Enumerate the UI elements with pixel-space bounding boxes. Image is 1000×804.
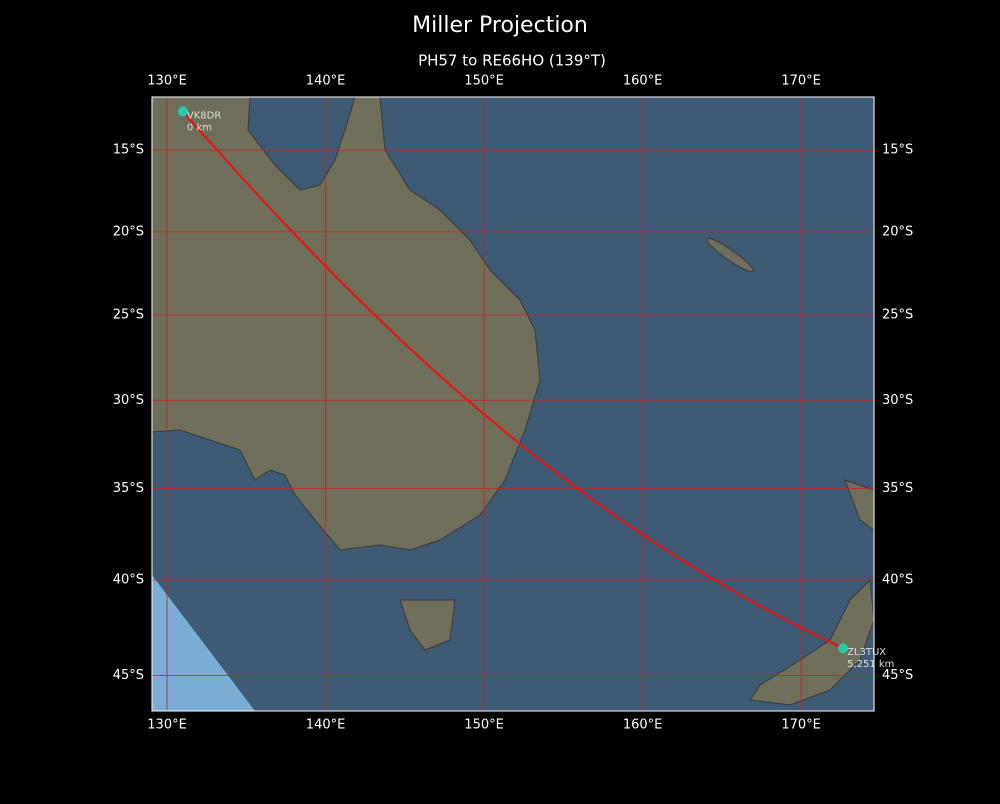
- lon-label-top: 140°E: [306, 74, 346, 89]
- lat-label-left: 35°S: [113, 481, 144, 496]
- lon-label-top: 170°E: [781, 74, 821, 89]
- lat-label-right: 40°S: [882, 572, 913, 587]
- lon-label-bottom: 150°E: [464, 718, 504, 733]
- lon-label-top: 150°E: [464, 74, 504, 89]
- lon-label-bottom: 140°E: [306, 718, 346, 733]
- station-marker: [838, 643, 849, 654]
- basemap: [152, 97, 874, 711]
- station-name: VK8DR: [187, 110, 221, 121]
- lat-label-right: 25°S: [882, 308, 913, 323]
- lat-label-right: 35°S: [882, 481, 913, 496]
- lon-label-bottom: 130°E: [147, 718, 187, 733]
- lat-label-right: 20°S: [882, 224, 913, 239]
- lat-label-left: 40°S: [113, 572, 144, 587]
- station-distance: 5,251 km: [847, 659, 894, 670]
- great-circle-path: [182, 110, 844, 650]
- tasmania: [399, 599, 456, 651]
- station-distance: 0 km: [187, 122, 212, 133]
- new-caledonia: [706, 237, 754, 273]
- subtitle: PH57 to RE66HO (139°T): [418, 52, 606, 70]
- nz-north: [844, 479, 874, 531]
- lon-label-top: 130°E: [147, 74, 187, 89]
- lon-label-bottom: 160°E: [623, 718, 663, 733]
- map-frame: [151, 96, 875, 712]
- title: Miller Projection: [412, 13, 588, 38]
- lat-label-right: 30°S: [882, 393, 913, 408]
- lat-label-right: 45°S: [882, 668, 913, 683]
- station-name: ZL3TUX: [847, 647, 886, 658]
- lat-label-left: 15°S: [113, 143, 144, 158]
- lat-label-left: 25°S: [113, 308, 144, 323]
- lat-label-right: 15°S: [882, 143, 913, 158]
- lon-label-bottom: 170°E: [781, 718, 821, 733]
- lat-label-left: 30°S: [113, 393, 144, 408]
- station-marker: [177, 106, 188, 117]
- lon-label-top: 160°E: [623, 74, 663, 89]
- lat-label-left: 20°S: [113, 224, 144, 239]
- lat-label-left: 45°S: [113, 668, 144, 683]
- australia: [152, 97, 541, 551]
- ocean-edge: [152, 575, 255, 711]
